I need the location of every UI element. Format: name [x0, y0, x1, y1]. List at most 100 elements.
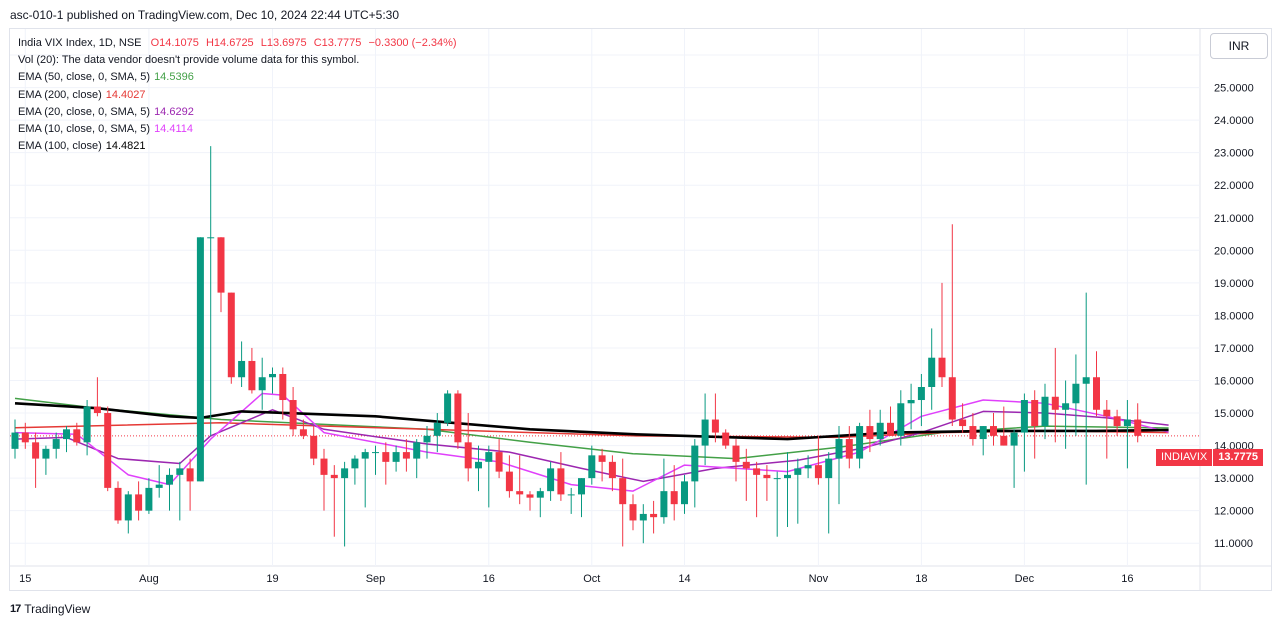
legend-volume-row[interactable]: Vol (20): The data vendor doesn't provid…	[18, 52, 457, 69]
candle	[104, 406, 112, 492]
y-tick-label: 22.0000	[1214, 180, 1254, 192]
candle	[227, 292, 235, 384]
chart-frame	[9, 28, 1272, 591]
candle	[1062, 380, 1070, 449]
candle	[1000, 406, 1008, 446]
candle-body	[639, 513, 647, 521]
candle	[361, 448, 369, 508]
y-tick-label: 17.0000	[1214, 343, 1254, 355]
candle	[536, 487, 544, 518]
candle-body	[382, 452, 390, 462]
candle-body	[21, 432, 29, 443]
candle	[1103, 400, 1111, 459]
legend-ema10-row[interactable]: EMA (10, close, 0, SMA, 5) 14.4114	[18, 121, 457, 138]
x-tick-label: 14	[678, 573, 690, 585]
ema10-label: EMA (10, close, 0, SMA, 5)	[18, 123, 151, 136]
candle-body	[516, 491, 524, 495]
candle-body	[701, 419, 709, 446]
candle-body	[536, 491, 544, 498]
candle-body	[1113, 416, 1121, 427]
candle	[526, 491, 534, 511]
candle	[691, 439, 699, 508]
candle	[1123, 400, 1131, 469]
candle	[578, 478, 585, 518]
candle-body	[166, 474, 173, 485]
candle	[856, 422, 864, 469]
legend-ema50-row[interactable]: EMA (50, close, 0, SMA, 5) 14.5396	[18, 69, 457, 86]
candle-body	[433, 422, 441, 436]
ema200-value: 14.4027	[105, 88, 146, 101]
y-tick-label: 15.0000	[1214, 408, 1254, 420]
legend-ema100-row[interactable]: EMA (100, close) 14.4821	[18, 138, 457, 155]
candle	[794, 458, 802, 524]
candle	[979, 426, 987, 456]
candle	[11, 419, 19, 459]
candle	[269, 367, 276, 394]
candle	[588, 445, 596, 485]
x-tick-label: 16	[1121, 573, 1133, 585]
x-tick-label: Oct	[583, 573, 600, 585]
candle-body	[1123, 419, 1131, 427]
candle-body	[495, 452, 503, 472]
candle-body	[876, 422, 884, 440]
candle-body	[897, 403, 905, 436]
symbol-line: India VIX Index, 1D, NSE	[18, 37, 142, 49]
candle	[196, 237, 204, 482]
candle-body	[979, 426, 987, 440]
ema200-label: EMA (200, close)	[18, 88, 102, 101]
x-tick-label: Nov	[809, 573, 829, 585]
candle-body	[454, 393, 462, 443]
candle-body	[341, 468, 349, 479]
candle-body	[1134, 419, 1142, 436]
candle	[619, 458, 627, 547]
price-tag-value: 13.7775	[1212, 449, 1264, 466]
candle	[1020, 393, 1028, 472]
candle	[650, 500, 658, 534]
candle	[372, 445, 379, 475]
candle-body	[279, 373, 287, 401]
candle	[454, 390, 462, 449]
legend-ema200-row[interactable]: EMA (200, close) 14.4027	[18, 87, 457, 104]
ema100-label: EMA (100, close)	[18, 140, 102, 153]
last-price-tag: INDIAVIX 13.7775	[1156, 449, 1264, 466]
candle	[176, 461, 184, 521]
candle-body	[330, 474, 338, 479]
candle-body	[196, 237, 204, 482]
candle-body	[1010, 432, 1018, 446]
candle-body	[1000, 435, 1008, 446]
ema100-value: 14.4821	[105, 140, 146, 153]
candle-body	[1093, 377, 1100, 410]
candle-body	[351, 458, 359, 469]
candle-body	[608, 461, 616, 479]
candle-body	[114, 487, 122, 521]
legend-ema20-row[interactable]: EMA (20, close, 0, SMA, 5) 14.6292	[18, 104, 457, 121]
y-tick-label: 18.0000	[1214, 310, 1254, 322]
candle-body	[145, 487, 153, 511]
candle-body	[299, 429, 307, 436]
candle	[289, 387, 297, 436]
y-tick-label: 12.0000	[1214, 506, 1254, 518]
candle	[516, 455, 524, 505]
candle	[382, 442, 390, 485]
ema10-value: 14.4114	[154, 123, 194, 136]
candle	[670, 465, 678, 521]
candle-body	[464, 442, 472, 469]
candle	[948, 224, 956, 427]
candle	[845, 426, 853, 469]
legend-symbol-row[interactable]: India VIX Index, 1D, NSE O14.1075 H14.67…	[18, 35, 457, 52]
candle-body	[557, 468, 565, 495]
candle-body	[1041, 396, 1049, 427]
candle-body	[711, 419, 719, 433]
tradingview-brand: TradingView	[24, 602, 91, 616]
ema20-value: 14.6292	[154, 105, 194, 118]
tradingview-footer[interactable]: 17 TradingView	[10, 602, 90, 616]
y-tick-label: 19.0000	[1214, 278, 1254, 290]
candle	[330, 465, 338, 537]
candle-body	[258, 377, 266, 391]
currency-button[interactable]: INR	[1210, 33, 1268, 59]
candle	[608, 455, 616, 492]
x-tick-label: 19	[266, 573, 278, 585]
candle-body	[11, 432, 19, 449]
candle-body	[124, 494, 132, 521]
